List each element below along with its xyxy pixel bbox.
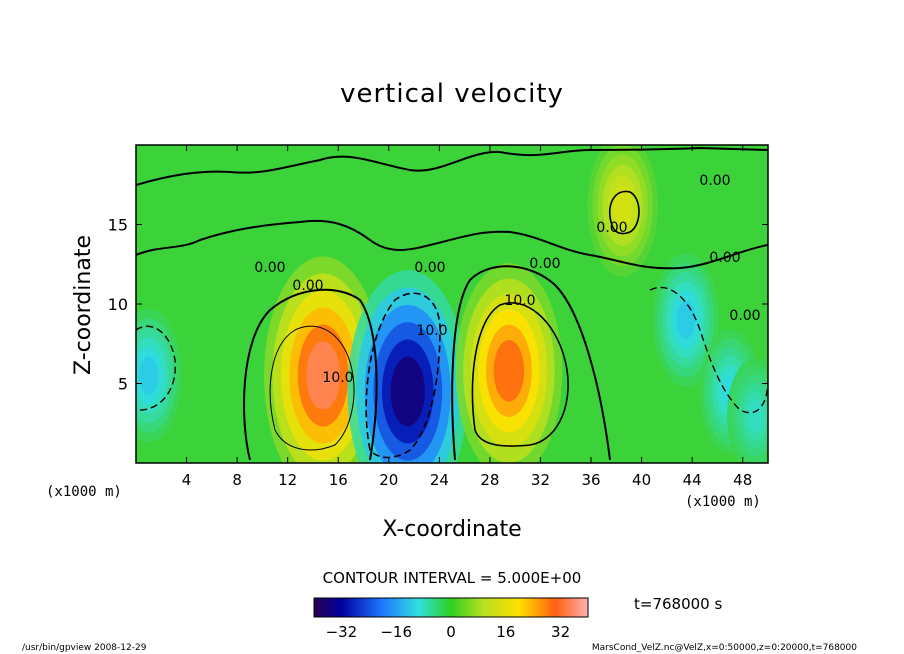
x-tick-label-2: 12 — [278, 471, 297, 489]
contour-ten-left — [269, 325, 355, 451]
footer-left: /usr/bin/gpview 2008-12-29 — [22, 643, 147, 653]
colorbar — [313, 597, 589, 618]
contour-labels: 0.00 0.00 0.00 0.00 0.00 0.00 10.0 10.0 10.0 0.00… — [254, 173, 760, 386]
contour-zero-left — [243, 288, 378, 461]
contour-neg-center — [365, 292, 441, 459]
heat-cell-4-layer-5 — [139, 356, 159, 395]
chart-title: vertical velocity — [340, 79, 564, 109]
contour-label-7: 10.0 — [416, 323, 447, 339]
y-axis: 5 10 15 — [108, 216, 768, 394]
y-axis-label: Z-coordinate — [71, 235, 96, 375]
contour-neg-left — [136, 325, 176, 411]
contour-zero-1 — [136, 146, 768, 186]
x-tick-label-8: 36 — [581, 471, 600, 489]
time-label: t=768000 s — [634, 595, 722, 613]
contour-zero-2 — [136, 219, 768, 270]
heatmap-field — [136, 145, 768, 463]
contour-interval: CONTOUR INTERVAL = 5.000E+00 — [323, 569, 582, 587]
colorbar-tick-label-4: 32 — [551, 623, 570, 641]
contour-label-6: 10.0 — [322, 370, 353, 386]
x-tick-label-3: 16 — [329, 471, 348, 489]
contour-label-10: 0.00 — [729, 308, 760, 324]
x-tick-label-4: 20 — [379, 471, 398, 489]
footer-right: MarsCond_VelZ.nc@VelZ,x=0:50000,z=0:2000… — [592, 643, 857, 653]
contour-label-0: 0.00 — [254, 260, 285, 276]
x-unit-left: (x1000 m) — [46, 484, 122, 500]
contour-pos-top — [608, 190, 640, 235]
x-axis: 4 8 12 16 20 24 28 32 36 40 44 48 — [182, 145, 752, 489]
contour-neg-right — [649, 286, 768, 414]
y-tick-label-1: 10 — [108, 295, 128, 314]
x-tick-label-10: 44 — [683, 471, 702, 489]
x-tick-label-6: 28 — [480, 471, 499, 489]
contour-label-2: 0.00 — [529, 256, 560, 272]
contour-zero-mid — [451, 265, 611, 461]
heat-cell-7-layer-5 — [747, 398, 764, 432]
contour-label-5: 0.00 — [709, 250, 740, 266]
x-tick-label-5: 24 — [430, 471, 449, 489]
heat-cell-3-layer-5 — [612, 185, 633, 226]
heat-cell-5-layer-5 — [676, 300, 696, 339]
colorbar-tick-label-3: 16 — [496, 623, 515, 641]
colorbar-tick-label-0: −32 — [326, 623, 358, 641]
x-unit-right: (x1000 m) — [685, 494, 761, 510]
contour-label-4: 0.00 — [699, 173, 730, 189]
x-tick-label-7: 32 — [531, 471, 550, 489]
contour-label-8: 10.0 — [504, 293, 535, 309]
x-tick-label-1: 8 — [232, 471, 242, 489]
contour-ten-right — [471, 302, 569, 447]
y-tick-label-0: 5 — [118, 375, 128, 394]
heat-cell-0-layer-5 — [306, 341, 340, 410]
contour-label-1: 0.00 — [292, 278, 323, 294]
contour-label-3: 0.00 — [414, 260, 445, 276]
x-tick-label-11: 48 — [733, 471, 752, 489]
x-axis-label: X-coordinate — [382, 517, 521, 542]
x-tick-label-9: 40 — [632, 471, 651, 489]
colorbar-ticks: −32 −16 0 16 32 — [326, 623, 571, 641]
colorbar-tick-label-1: −16 — [380, 623, 412, 641]
heat-cell-1-layer-5 — [390, 356, 425, 427]
contour-lines — [136, 146, 768, 461]
colorbar-tick-label-2: 0 — [446, 623, 456, 641]
y-tick-label-2: 15 — [108, 216, 128, 235]
heat-cell-2-layer-5 — [493, 340, 525, 402]
contour-label-9: 0.00 — [596, 220, 627, 236]
x-tick-label-0: 4 — [182, 471, 192, 489]
